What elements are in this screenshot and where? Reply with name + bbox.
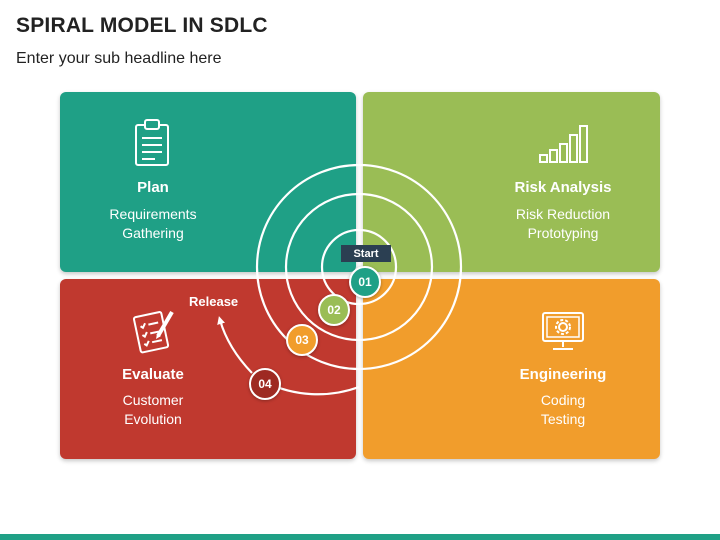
quadrant-evaluate-line-2: Evolution (124, 411, 182, 427)
bar-chart-icon (539, 125, 588, 163)
quadrant-plan: Plan Requirements Gathering (60, 92, 356, 272)
step-badge-02: 02 (318, 294, 350, 326)
quadrant-risk-text: Risk Reduction Prototyping (463, 205, 663, 243)
quadrant-risk-line-1: Risk Reduction (515, 206, 611, 222)
quadrant-engineering-title: Engineering (519, 366, 607, 383)
quadrant-risk-title: Risk Analysis (514, 179, 612, 196)
quadrant-plan-line-1: Requirements (109, 206, 197, 222)
page-title: SPIRAL MODEL IN SDLC (16, 14, 268, 37)
quadrant-engineering: Engineering Coding Testing (363, 279, 660, 459)
quadrant-plan-title: Plan (137, 179, 169, 196)
start-label: Start (341, 245, 391, 262)
quadrant-engineering-text: Coding Testing (463, 391, 663, 429)
step-badge-03: 03 (286, 324, 318, 356)
quadrant-engineering-line-1: Coding (540, 392, 586, 408)
quadrant-evaluate-text: Customer Evolution (53, 391, 253, 429)
release-label: Release (189, 294, 239, 309)
monitor-gear-icon (542, 312, 584, 350)
spiral-ring-3 (255, 163, 463, 371)
quadrant-risk-analysis: Risk Analysis Risk Reduction Prototyping (363, 92, 660, 272)
quadrant-plan-line-2: Gathering (122, 225, 184, 241)
release-arrow (217, 316, 253, 374)
quadrant-plan-text: Requirements Gathering (53, 205, 253, 243)
spiral-ring-1 (320, 228, 398, 306)
step-badge-04: 04 (249, 368, 281, 400)
quadrant-evaluate: Evaluate Customer Evolution (60, 279, 356, 459)
bottom-accent-bar (0, 534, 720, 540)
page-subtitle: Enter your sub headline here (16, 50, 222, 67)
quadrant-risk-line-2: Prototyping (527, 225, 599, 241)
checklist-pencil-icon (132, 310, 174, 354)
quadrant-evaluate-line-1: Customer (122, 392, 184, 408)
step-badge-01: 01 (349, 266, 381, 298)
quadrant-engineering-line-2: Testing (540, 411, 586, 427)
quadrant-evaluate-title: Evaluate (122, 366, 184, 383)
spiral-ring-2 (284, 192, 434, 342)
clipboard-icon (135, 119, 169, 166)
